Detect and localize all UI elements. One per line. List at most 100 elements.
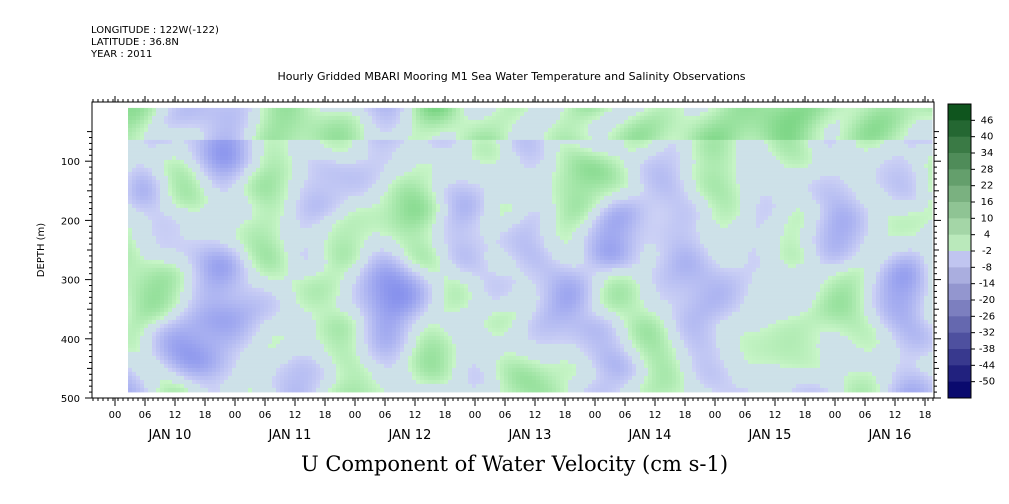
heatmap-cell bbox=[256, 212, 261, 217]
heatmap-cell bbox=[360, 332, 365, 337]
heatmap-cell bbox=[184, 240, 189, 245]
heatmap-cell bbox=[344, 232, 349, 237]
heatmap-cell bbox=[244, 200, 249, 205]
heatmap-cell bbox=[236, 200, 241, 205]
heatmap-cell bbox=[348, 352, 353, 357]
heatmap-cell bbox=[296, 200, 301, 205]
heatmap-cell bbox=[268, 336, 273, 341]
heatmap-cell bbox=[404, 164, 409, 169]
heatmap-cell bbox=[168, 236, 173, 241]
heatmap-cell bbox=[248, 128, 253, 133]
heatmap-cell bbox=[312, 140, 317, 145]
heatmap-cell bbox=[236, 236, 241, 241]
heatmap-cell bbox=[276, 116, 281, 121]
heatmap-cell bbox=[300, 192, 305, 197]
heatmap-cell bbox=[252, 152, 257, 157]
heatmap-cell bbox=[232, 232, 237, 237]
heatmap-cell bbox=[288, 352, 293, 357]
heatmap-cell bbox=[244, 328, 249, 333]
heatmap-cell bbox=[300, 348, 305, 353]
heatmap-cell bbox=[292, 188, 297, 193]
heatmap-cell bbox=[396, 288, 401, 293]
heatmap-cell bbox=[260, 172, 265, 177]
heatmap-cell bbox=[172, 136, 177, 141]
heatmap-cell bbox=[232, 260, 237, 265]
heatmap-cell bbox=[252, 120, 257, 125]
heatmap-cell bbox=[360, 112, 365, 117]
heatmap-cell bbox=[252, 308, 257, 313]
heatmap-cell bbox=[248, 204, 253, 209]
heatmap-cell bbox=[180, 208, 185, 213]
heatmap-cell bbox=[296, 168, 301, 173]
heatmap-cell bbox=[220, 296, 225, 301]
heatmap-cell bbox=[300, 108, 305, 113]
heatmap-cell bbox=[320, 192, 325, 197]
heatmap-cell bbox=[320, 156, 325, 161]
heatmap-cell bbox=[300, 276, 305, 281]
heatmap-cell bbox=[352, 312, 357, 317]
heatmap-cell bbox=[188, 300, 193, 305]
heatmap-cell bbox=[212, 248, 217, 253]
heatmap-cell bbox=[276, 260, 281, 265]
heatmap-cell bbox=[312, 144, 317, 149]
heatmap-cell bbox=[196, 284, 201, 289]
heatmap-cell bbox=[324, 324, 329, 329]
heatmap-cell bbox=[248, 380, 253, 385]
heatmap-cell bbox=[184, 152, 189, 157]
heatmap-cell bbox=[332, 332, 337, 337]
heatmap-cell bbox=[284, 304, 289, 309]
heatmap-cell bbox=[160, 244, 165, 249]
heatmap-cell bbox=[316, 220, 321, 225]
heatmap-cell bbox=[284, 312, 289, 317]
heatmap-cell bbox=[196, 372, 201, 377]
heatmap-cell bbox=[168, 264, 173, 269]
heatmap-cell bbox=[404, 272, 409, 277]
heatmap-cell bbox=[280, 300, 285, 305]
heatmap-cell bbox=[376, 132, 381, 137]
heatmap-cell bbox=[128, 336, 133, 341]
heatmap-cell bbox=[368, 124, 373, 129]
heatmap-cell bbox=[300, 148, 305, 153]
heatmap-cell bbox=[140, 116, 145, 121]
heatmap-cell bbox=[388, 256, 393, 260]
heatmap-cell bbox=[296, 148, 301, 153]
heatmap-cell bbox=[152, 120, 157, 125]
heatmap-cell bbox=[136, 164, 141, 169]
heatmap-cell bbox=[364, 116, 369, 121]
heatmap-cell bbox=[328, 152, 333, 157]
heatmap-cell bbox=[300, 260, 305, 265]
heatmap-cell bbox=[136, 160, 141, 165]
heatmap-cell bbox=[132, 348, 137, 353]
heatmap-cell bbox=[132, 116, 137, 121]
heatmap-cell bbox=[284, 164, 289, 169]
heatmap-cell bbox=[336, 152, 341, 157]
heatmap-cell bbox=[344, 368, 349, 373]
heatmap-cell bbox=[228, 152, 233, 157]
heatmap-cell bbox=[296, 248, 301, 253]
heatmap-cell bbox=[284, 348, 289, 353]
heatmap-cell bbox=[184, 252, 189, 256]
heatmap-cell bbox=[360, 224, 365, 229]
heatmap-cell bbox=[288, 288, 293, 293]
heatmap-cell bbox=[400, 112, 405, 117]
heatmap-cell bbox=[392, 108, 397, 113]
heatmap-cell bbox=[352, 272, 357, 277]
heatmap-cell bbox=[392, 364, 397, 369]
heatmap-cell bbox=[216, 344, 221, 349]
heatmap-cell bbox=[308, 144, 313, 149]
heatmap-cell bbox=[300, 352, 305, 357]
heatmap-cell bbox=[324, 208, 329, 213]
heatmap-cell bbox=[300, 256, 305, 260]
heatmap-cell bbox=[288, 300, 293, 305]
heatmap-cell bbox=[392, 236, 397, 241]
heatmap-cell bbox=[164, 124, 169, 129]
heatmap-cell bbox=[128, 368, 133, 373]
heatmap-cell bbox=[192, 372, 197, 377]
heatmap-cell bbox=[288, 240, 293, 245]
heatmap-cell bbox=[396, 248, 401, 253]
heatmap-cell bbox=[360, 204, 365, 209]
heatmap-cell bbox=[400, 308, 405, 313]
heatmap-cell bbox=[228, 364, 233, 369]
heatmap-cell bbox=[160, 264, 165, 269]
heatmap-cell bbox=[160, 344, 165, 349]
